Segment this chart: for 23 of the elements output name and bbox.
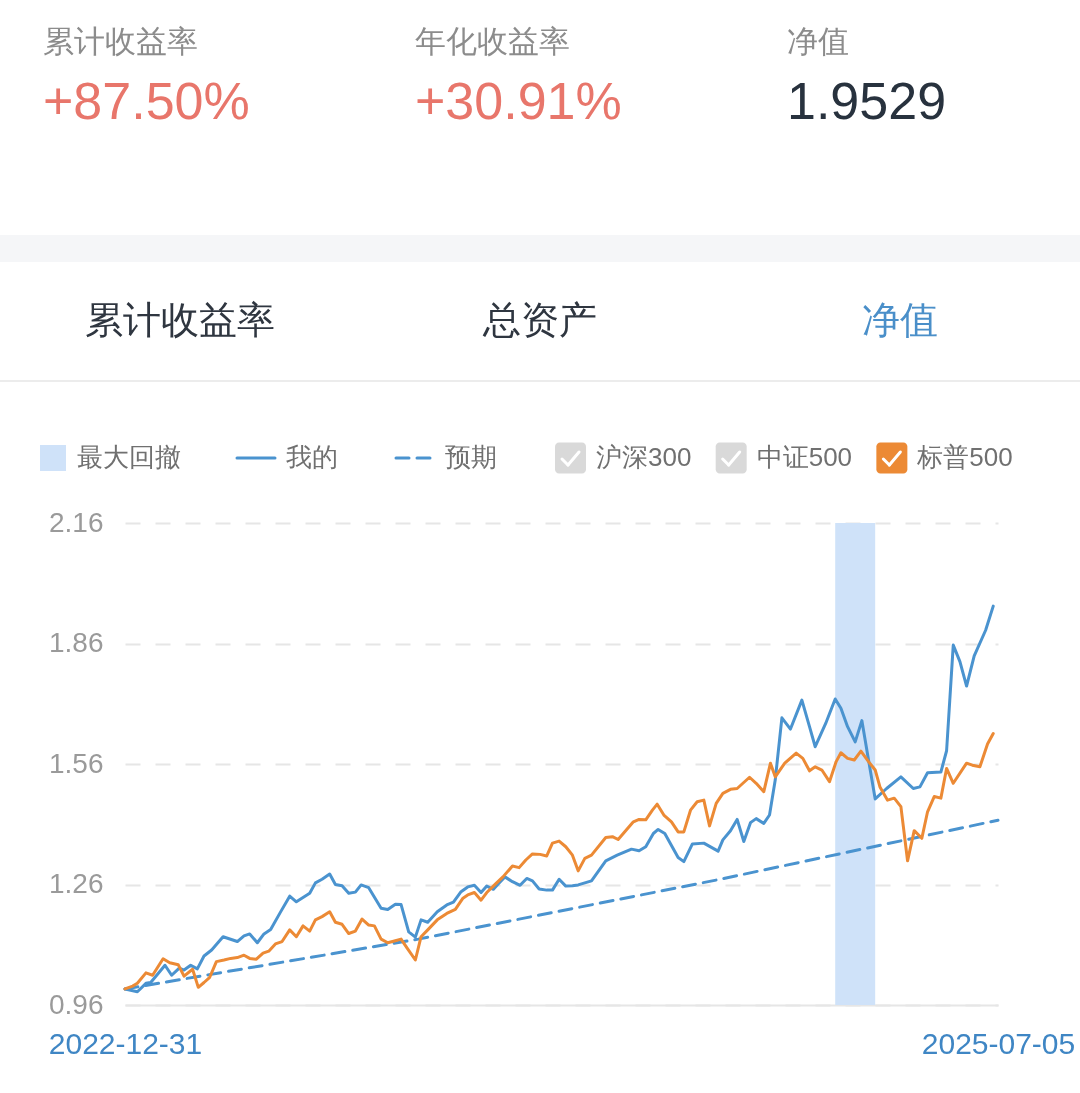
- y-tick-label: 1.56: [49, 747, 104, 779]
- legend-label: 我的: [286, 442, 338, 472]
- x-tick-label: 2025-07-05: [921, 1026, 1076, 1060]
- line-series: [123, 731, 995, 991]
- y-tick-label: 2.16: [49, 506, 104, 538]
- category-label: 年化收益率: [415, 24, 570, 59]
- category-label: 累计收益率: [43, 24, 198, 59]
- legend-label: 沪深300: [596, 442, 692, 472]
- legend-label: 标普500: [916, 442, 1013, 472]
- legend-label: 中证500: [756, 442, 853, 472]
- legend-label: 预期: [445, 442, 497, 472]
- category-label: 净值: [787, 24, 849, 59]
- text: +87.50%: [43, 72, 250, 130]
- text: 累计收益率: [85, 299, 275, 341]
- chart-title: 净值: [862, 299, 938, 341]
- text: +30.91%: [415, 72, 622, 130]
- y-tick-label: 1.26: [49, 868, 104, 899]
- y-tick-label: 1.86: [49, 627, 104, 658]
- y-tick-label: 0.96: [49, 988, 104, 1020]
- text: 总资产: [482, 299, 597, 341]
- x-tick-label: 2022-12-31: [48, 1026, 203, 1060]
- text: 1.9529: [787, 72, 947, 130]
- legend-label: 最大回撤: [77, 442, 181, 472]
